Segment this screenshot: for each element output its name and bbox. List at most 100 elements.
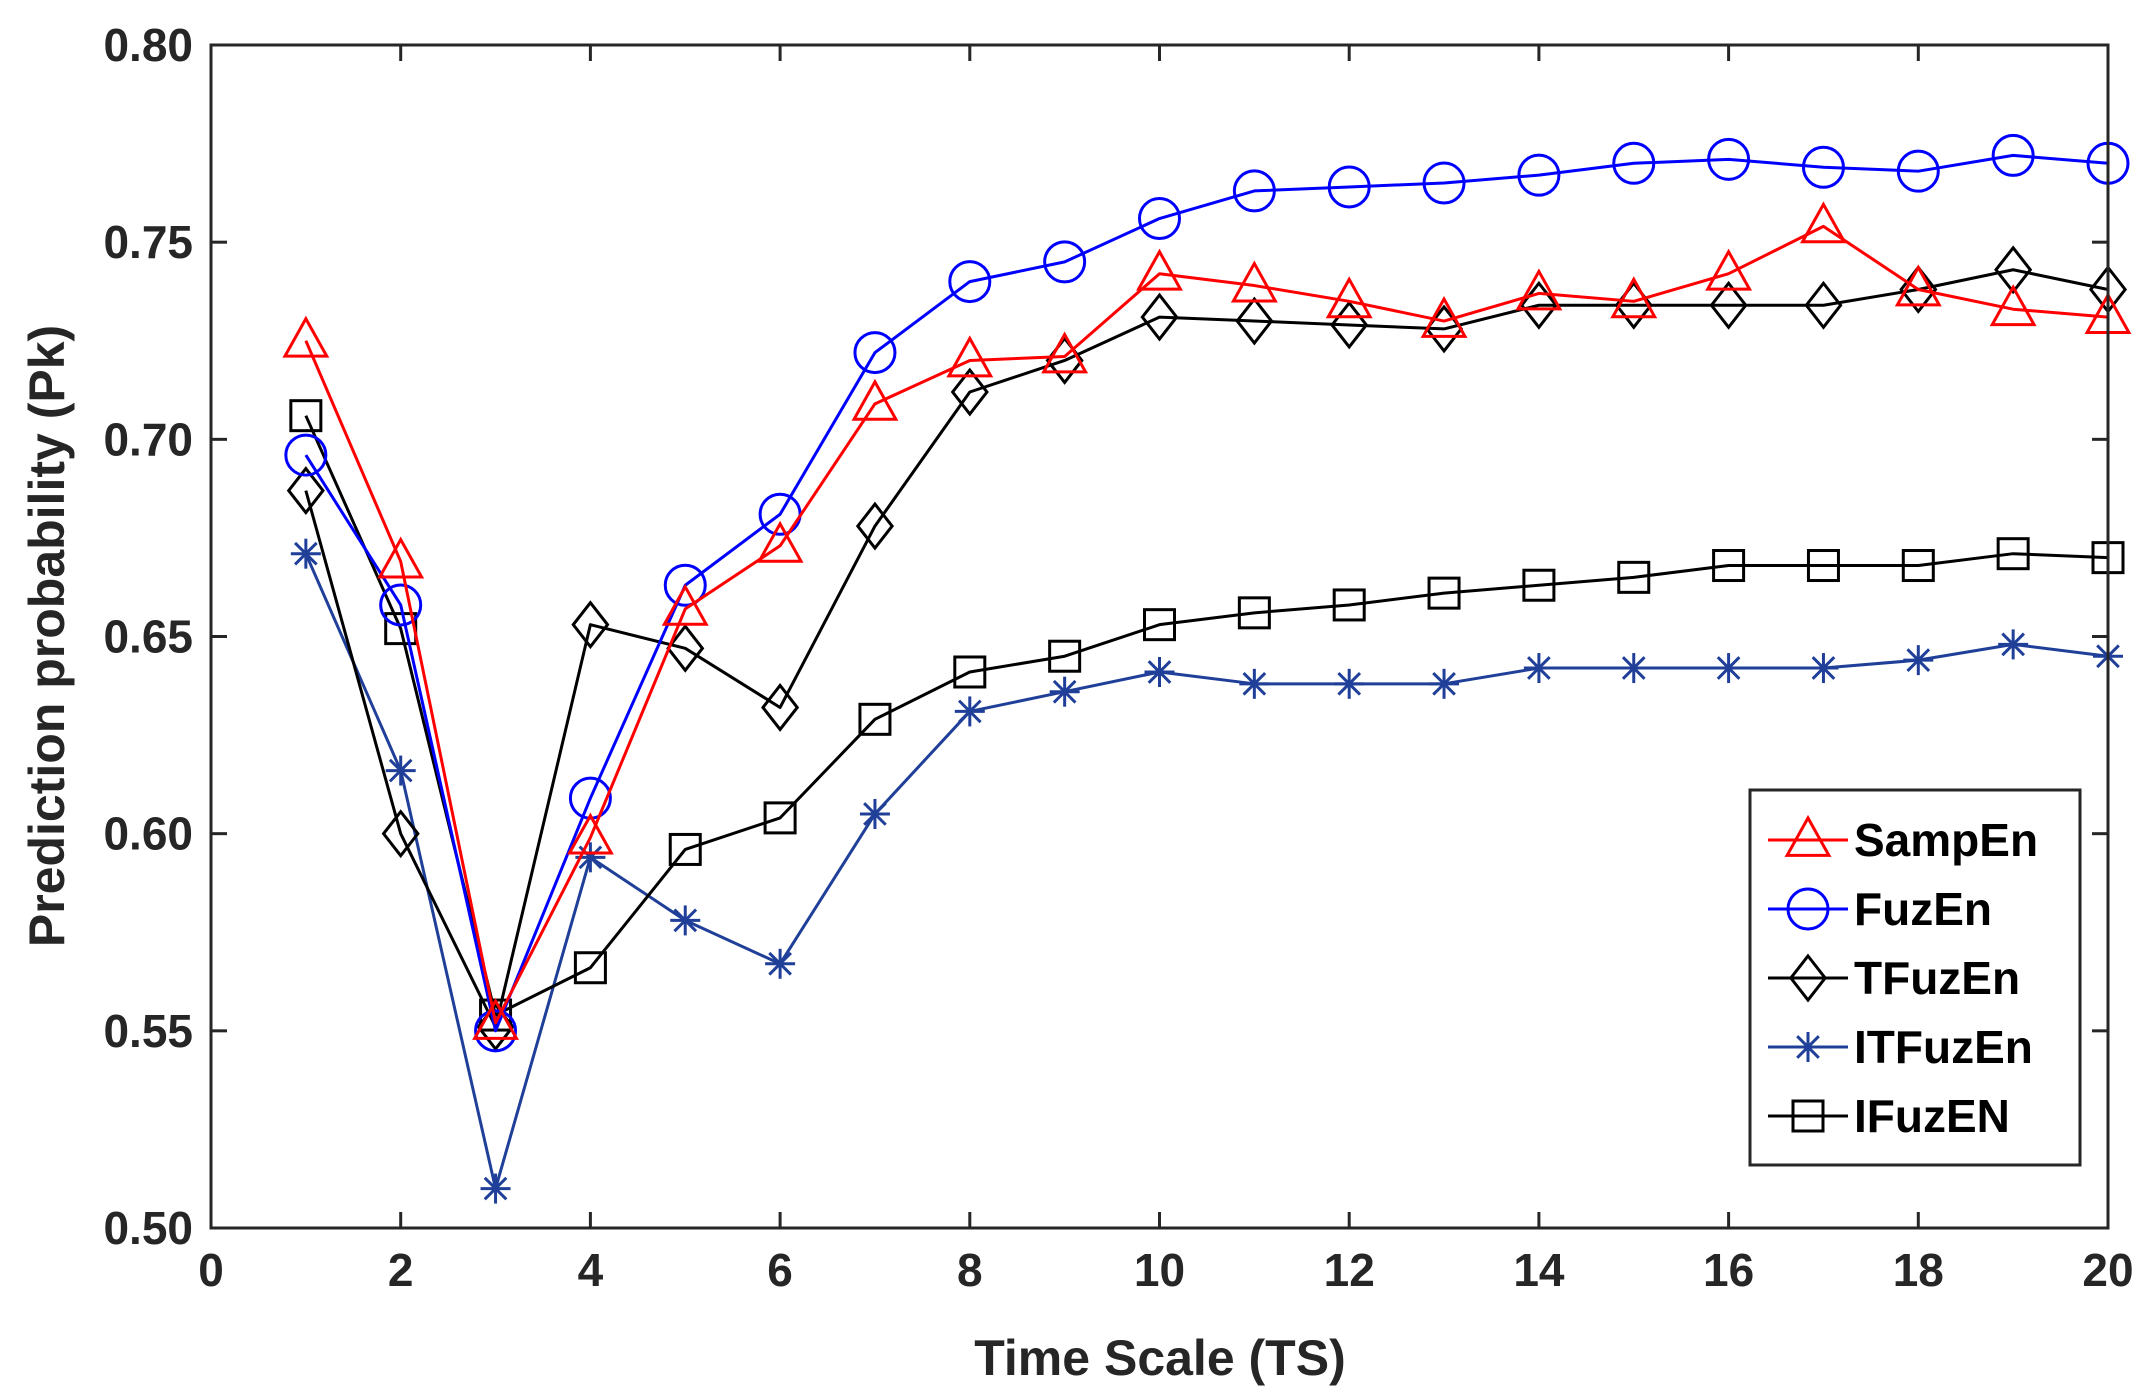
data-point-itfuzen <box>1523 653 1554 684</box>
data-point-ifuzen <box>1427 576 1461 610</box>
legend-label: SampEn <box>1854 814 2038 866</box>
tick-layer: 0 2 4 6 8 10 12 14 16 18 20 0.50 0.55 0.60 0.65 0.70 0.7… <box>103 19 2133 1296</box>
data-point-fuzen <box>1801 145 1845 189</box>
data-point-tfuzen <box>761 683 800 732</box>
x-tick-label: 4 <box>578 1244 604 1296</box>
data-point-itfuzen <box>954 696 985 727</box>
data-point-tfuzen <box>1235 296 1274 346</box>
x-tick-label: 12 <box>1324 1244 1375 1296</box>
x-tick-label: 10 <box>1134 1244 1185 1296</box>
series-line-itfuzen <box>304 553 2109 1191</box>
data-point-fuzen <box>1327 165 1371 209</box>
data-point-ifuzen <box>763 801 797 835</box>
legend-entry-sampen: SampEn <box>1768 814 2038 866</box>
data-point-ifuzen <box>858 702 892 736</box>
y-tick-label: 0.75 <box>103 216 193 268</box>
data-point-ifuzen <box>1237 596 1271 630</box>
data-point-ifuzen <box>573 951 607 985</box>
data-point-ifuzen <box>668 832 702 866</box>
data-point-sampen <box>756 520 804 563</box>
data-point-ifuzen <box>1806 549 1840 583</box>
data-point-itfuzen <box>1334 668 1365 699</box>
x-tick-label: 8 <box>957 1244 983 1296</box>
x-tick-label: 6 <box>767 1244 793 1296</box>
data-point-sampen <box>377 536 425 579</box>
data-point-sampen <box>1420 295 1468 338</box>
data-point-fuzen <box>284 433 328 477</box>
data-point-sampen <box>566 812 614 855</box>
data-point-sampen <box>1230 260 1278 303</box>
data-point-fuzen <box>1138 197 1181 241</box>
data-point-sampen <box>1799 201 1847 244</box>
legend-marker-itfuzen <box>1793 1032 1823 1062</box>
data-point-tfuzen <box>855 501 895 551</box>
y-axis-label: Prediction probability (Pk) <box>19 325 75 947</box>
legend-marker-tfuzen <box>1788 953 1828 1003</box>
data-point-itfuzen <box>670 905 701 936</box>
series-line-fuzen <box>304 153 2109 1033</box>
x-tick-label: 0 <box>198 1244 224 1296</box>
series-ifuzen <box>289 399 2125 1032</box>
data-point-itfuzen <box>1049 676 1080 707</box>
data-point-itfuzen <box>1808 653 1839 684</box>
data-point-itfuzen <box>859 798 890 829</box>
data-point-itfuzen <box>765 948 796 979</box>
data-point-sampen <box>1041 331 1089 374</box>
data-point-itfuzen <box>1144 656 1175 687</box>
data-point-fuzen <box>1707 137 1751 181</box>
data-point-fuzen <box>1991 133 2035 177</box>
y-tick-label: 0.50 <box>103 1202 193 1254</box>
data-point-fuzen <box>474 1009 518 1053</box>
data-point-sampen <box>282 315 330 358</box>
data-point-fuzen <box>1612 141 1656 185</box>
data-point-ifuzen <box>1143 608 1176 642</box>
data-point-tfuzen <box>1709 280 1748 330</box>
data-point-ifuzen <box>1048 639 1082 673</box>
legend-entry-tfuzen: TFuzEn <box>1768 952 2020 1004</box>
data-point-ifuzen <box>1332 588 1366 622</box>
data-point-ifuzen <box>1522 568 1556 602</box>
y-tick-label: 0.60 <box>103 808 193 860</box>
data-point-ifuzen <box>289 399 323 433</box>
x-tick-label: 16 <box>1703 1244 1754 1296</box>
data-point-tfuzen <box>1140 292 1179 342</box>
data-point-fuzen <box>663 563 707 607</box>
legend: SampEn FuzEn TFuzEn ITFuzEn IFuzEN <box>1748 788 2082 1167</box>
data-point-ifuzen <box>953 655 987 689</box>
legend-label: IFuzEN <box>1854 1090 2010 1142</box>
data-point-tfuzen <box>286 466 325 516</box>
legend-label: ITFuzEn <box>1854 1021 2033 1073</box>
legend-marker-fuzen <box>1786 887 1830 931</box>
legend-label: TFuzEn <box>1854 952 2020 1004</box>
series-sampen <box>282 201 2132 1040</box>
data-point-itfuzen <box>1998 629 2029 660</box>
data-point-itfuzen <box>290 538 321 569</box>
x-tick-label: 2 <box>388 1244 414 1296</box>
data-point-itfuzen <box>1618 653 1649 684</box>
data-point-tfuzen <box>666 623 705 673</box>
x-axis-label: Time Scale (TS) <box>974 1330 1345 1386</box>
data-point-fuzen <box>948 260 992 304</box>
data-point-fuzen <box>379 583 423 627</box>
legend-marker-ifuzen <box>1791 1099 1825 1133</box>
data-point-fuzen <box>1517 153 1561 197</box>
data-point-sampen <box>472 997 520 1040</box>
data-point-sampen <box>661 583 709 626</box>
x-tick-label: 18 <box>1893 1244 1944 1296</box>
data-point-fuzen <box>853 331 897 375</box>
legend-entry-itfuzen: ITFuzEn <box>1768 1021 2033 1073</box>
x-tick-label: 20 <box>2082 1244 2133 1296</box>
data-point-ifuzen <box>1996 537 2030 571</box>
data-point-sampen <box>1989 284 2037 327</box>
series-layer <box>282 133 2132 1204</box>
data-point-ifuzen <box>1901 549 1935 583</box>
data-point-itfuzen <box>385 755 416 786</box>
data-point-sampen <box>1515 268 1563 311</box>
data-point-tfuzen <box>950 367 989 417</box>
y-tick-label: 0.55 <box>103 1005 193 1057</box>
data-point-itfuzen <box>1239 668 1270 699</box>
y-tick-label: 0.70 <box>103 413 193 465</box>
legend-marker-sampen <box>1784 814 1832 857</box>
data-point-sampen <box>1705 248 1753 291</box>
